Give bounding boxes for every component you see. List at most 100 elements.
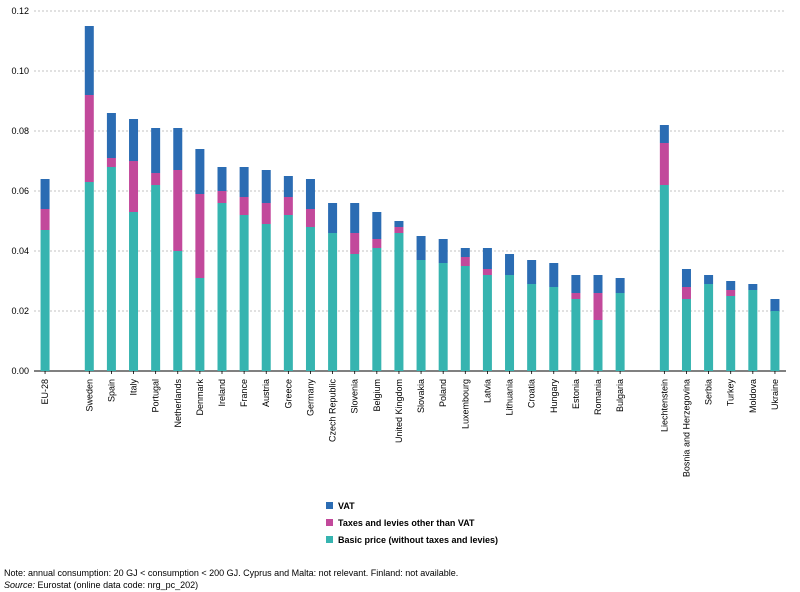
x-category-label: EU-28 [40, 379, 50, 405]
bar-segment-vat [239, 167, 249, 197]
bar-segment-taxes [305, 209, 315, 227]
x-category-label: Poland [438, 379, 448, 407]
source-text: Eurostat (online data code: nrg_pc_202) [35, 580, 199, 590]
bar-segment-vat [372, 212, 382, 239]
x-category-label: Austria [261, 379, 271, 407]
y-tick-label: 0.02 [11, 306, 29, 316]
x-category-label: Portugal [151, 379, 161, 413]
bar-segment-taxes [726, 290, 736, 296]
x-category-label: Germany [305, 379, 315, 417]
bar-segment-basic [328, 233, 338, 371]
x-category-label: Bosnia and Herzegovina [681, 379, 691, 477]
bar-segment-taxes [151, 173, 161, 185]
bar-segment-taxes [283, 197, 293, 215]
bar-segment-basic [416, 260, 426, 371]
bar-segment-basic [305, 227, 315, 371]
x-category-label: Slovakia [416, 379, 426, 413]
x-category-label: Latvia [482, 379, 492, 403]
x-category-label: Serbia [704, 379, 714, 405]
bar-segment-vat [549, 263, 559, 287]
bar-segment-vat [40, 179, 50, 209]
bar-segment-basic [770, 311, 780, 371]
x-category-label: Hungary [549, 379, 559, 414]
bar-segment-taxes [394, 227, 404, 233]
bar-segment-taxes [593, 293, 603, 320]
bar-segment-vat [681, 269, 691, 287]
bar-segment-vat [106, 113, 116, 158]
x-category-label: Netherlands [173, 379, 183, 428]
bar-segment-vat [571, 275, 581, 293]
bar-segment-vat [394, 221, 404, 227]
stacked-bar-chart: 0.00 0.02 0.04 0.06 0.08 0.10 0.12 EU-28 Sweden S… [11, 6, 786, 477]
bar-segment-basic [726, 296, 736, 371]
bar-segment-vat [195, 149, 205, 194]
bar-segment-basic [505, 275, 515, 371]
x-category-label: Spain [106, 379, 116, 402]
bar-segment-vat [416, 236, 426, 260]
bar-segment-basic [482, 275, 492, 371]
bar-segment-vat [173, 128, 183, 170]
x-category-label: Ukraine [770, 379, 780, 410]
x-category-label: Belgium [372, 379, 382, 412]
x-category-label: Liechtenstein [659, 379, 669, 432]
bar-segment-vat [305, 179, 315, 209]
bar-segment-basic [195, 278, 205, 371]
y-tick-label: 0.10 [11, 66, 29, 76]
bar-segment-vat [593, 275, 603, 293]
legend-swatch-taxes [326, 519, 333, 526]
chart-notes: Note: annual consumption: 20 GJ < consum… [4, 567, 458, 591]
legend-swatch-vat [326, 502, 333, 509]
bar-segment-taxes [350, 233, 360, 254]
bar-segment-basic [704, 284, 714, 371]
legend-label-taxes: Taxes and levies other than VAT [338, 517, 475, 528]
bar-segment-basic [438, 263, 448, 371]
bar-segment-taxes [40, 209, 50, 230]
bar-segment-vat [460, 248, 470, 257]
bar-segment-basic [151, 185, 161, 371]
x-category-label: Moldova [748, 379, 758, 413]
legend-label-vat: VAT [338, 500, 355, 511]
bar-segment-taxes [681, 287, 691, 299]
source-line: Source: Eurostat (online data code: nrg_… [4, 579, 458, 591]
bar-segment-basic [129, 212, 139, 371]
bar-segment-vat [505, 254, 515, 275]
bar-segment-vat [748, 284, 758, 290]
x-category-label: Greece [283, 379, 293, 409]
bar-segment-taxes [173, 170, 183, 251]
bar-segment-vat [770, 299, 780, 311]
bar-segment-taxes [261, 203, 271, 224]
bar-segment-basic [239, 215, 249, 371]
bar-segment-taxes [571, 293, 581, 299]
x-category-label: United Kingdom [394, 379, 404, 443]
bar-segment-vat [659, 125, 669, 143]
bar-segment-basic [593, 320, 603, 371]
y-tick-label: 0.12 [11, 6, 29, 16]
x-category-label: Czech Republic [328, 379, 338, 443]
x-category-label: Turkey [726, 379, 736, 407]
bar-segment-taxes [460, 257, 470, 266]
bar-segment-basic [40, 230, 50, 371]
y-tick-label: 0.06 [11, 186, 29, 196]
bar-segment-vat [261, 170, 271, 203]
bar-segment-vat [217, 167, 227, 191]
x-category-label: Lithuania [505, 379, 515, 416]
x-category-label: Estonia [571, 379, 581, 409]
bar-segment-basic [261, 224, 271, 371]
bar-segment-vat [726, 281, 736, 290]
bar-segment-taxes [84, 95, 94, 182]
bar-segment-basic [350, 254, 360, 371]
legend-label-basic: Basic price (without taxes and levies) [338, 534, 499, 545]
x-category-label: Bulgaria [615, 379, 625, 412]
bar-segment-taxes [106, 158, 116, 167]
x-category-label: Romania [593, 379, 603, 415]
bar-segment-basic [615, 293, 625, 371]
bar-segment-vat [350, 203, 360, 233]
y-tick-label: 0.00 [11, 366, 29, 376]
bar-segment-basic [549, 287, 559, 371]
x-category-label: Croatia [527, 379, 537, 408]
bar-segment-vat [527, 260, 537, 284]
legend: VAT Taxes and levies other than VAT Basi… [326, 497, 498, 548]
x-category-label: France [239, 379, 249, 407]
bar-segment-basic [106, 167, 116, 371]
y-tick-label: 0.08 [11, 126, 29, 136]
